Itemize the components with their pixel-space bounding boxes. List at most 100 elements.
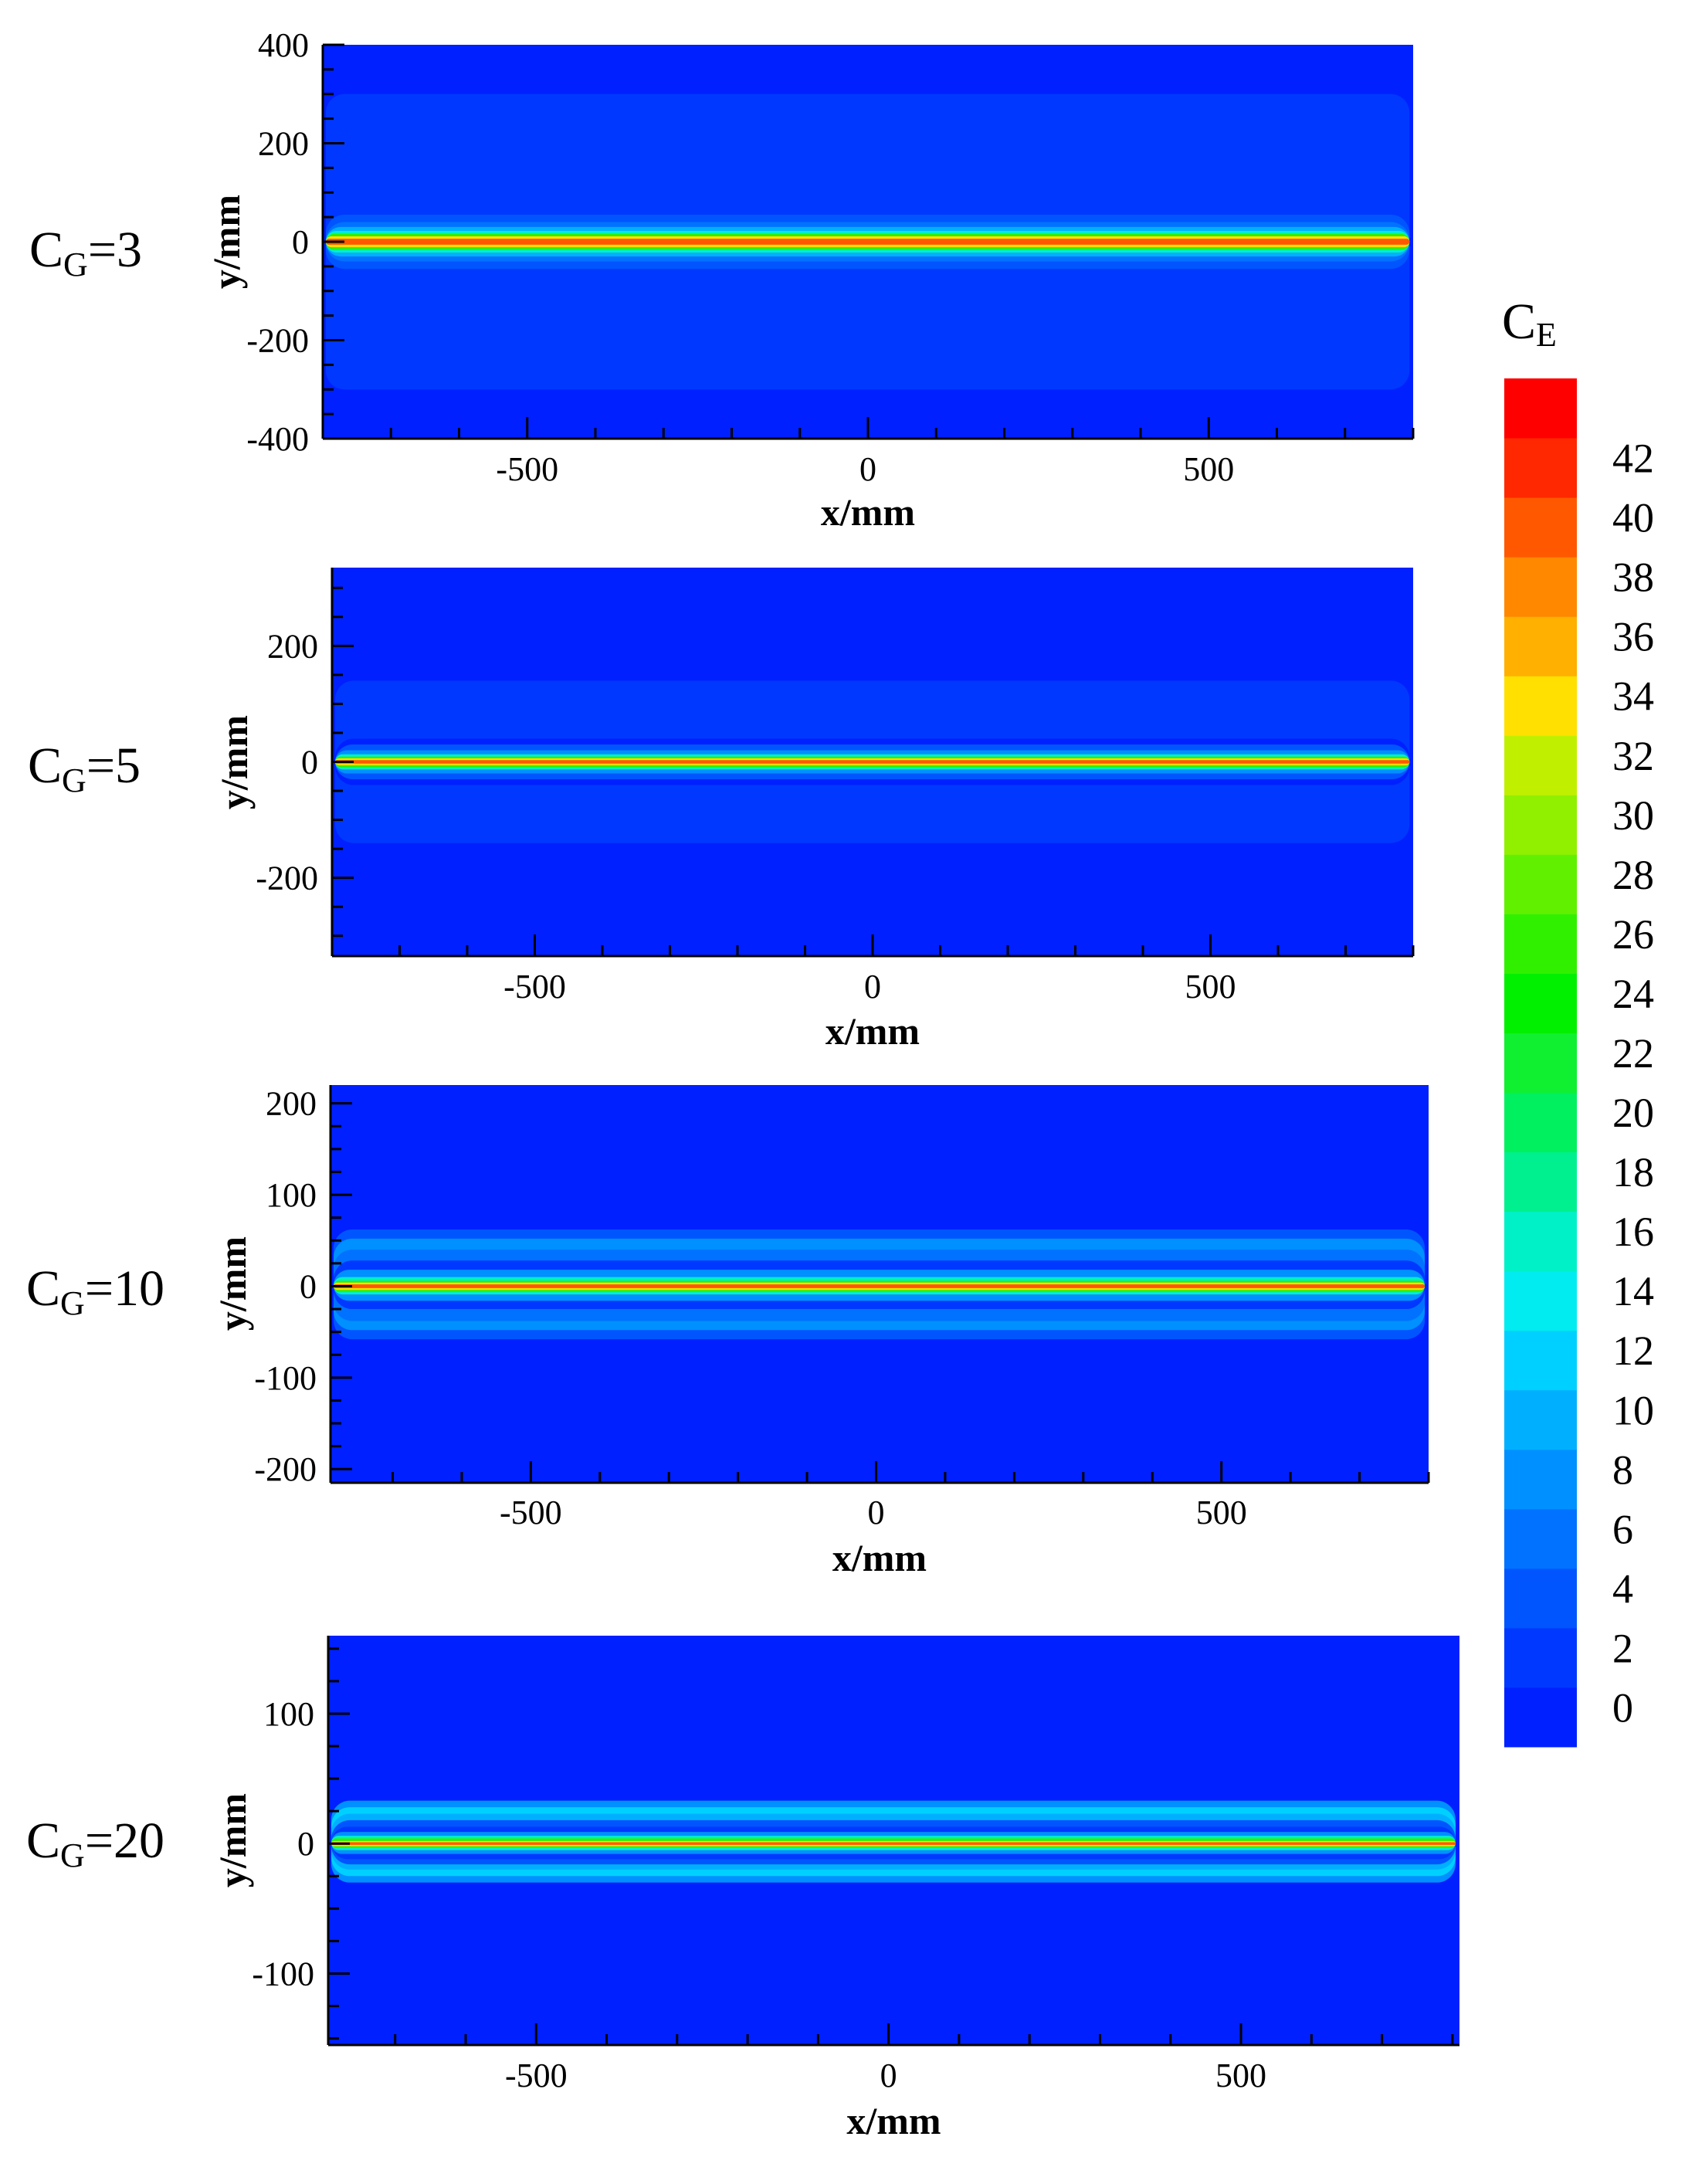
y-tick-label: -200 — [256, 860, 318, 897]
y-tick-label: 0 — [292, 223, 309, 261]
colorbar-tick-label: 20 — [1612, 1090, 1654, 1136]
colorbar-tick-label: 34 — [1612, 673, 1654, 720]
colorbar-tick-label: 0 — [1612, 1684, 1633, 1731]
colorbar-swatch — [1504, 1508, 1577, 1569]
colorbar-swatch — [1504, 1092, 1577, 1153]
panel-label-eq: =5 — [86, 738, 141, 794]
y-tick-label: 100 — [266, 1176, 317, 1214]
x-tick-label: 0 — [864, 968, 881, 1006]
y-tick-label: 400 — [258, 26, 309, 64]
x-axis-label: x/mm — [846, 2099, 941, 2142]
contour-panel: -500 0 500 -100 0 100 x/mm y/mm CG=20 — [26, 1636, 1459, 2142]
y-tick-label: -200 — [246, 322, 309, 360]
contour-band — [334, 1284, 1425, 1288]
colorbar-tick-label: 16 — [1612, 1209, 1654, 1255]
x-axis-label: x/mm — [825, 1009, 920, 1053]
colorbar-swatch — [1504, 1330, 1577, 1391]
contour-panel: -500 0 500 -200 0 200 x/mm y/mm CG=5 — [28, 568, 1415, 1053]
colorbar-tick-label: 6 — [1612, 1506, 1633, 1552]
colorbar-swatch — [1504, 795, 1577, 855]
colorbar-tick-label: 26 — [1612, 911, 1654, 958]
colorbar-swatch — [1504, 1270, 1577, 1331]
colorbar-swatch — [1504, 438, 1577, 498]
colorbar-tick-label: 40 — [1612, 495, 1654, 541]
panel-label-sub: G — [60, 1284, 85, 1322]
colorbar: 024681012141618202224262830323436384042C… — [1502, 293, 1654, 1748]
colorbar-tick-label: 38 — [1612, 554, 1654, 601]
contour-panel: -500 0 500 -200 -100 0 100 200 x/mm y/mm CG=10 — [26, 1085, 1430, 1579]
colorbar-tick-label: 18 — [1612, 1149, 1654, 1195]
y-axis-label: y/mm — [205, 195, 248, 289]
colorbar-swatch — [1504, 497, 1577, 558]
x-tick-label: 500 — [1215, 2057, 1266, 2094]
colorbar-tick-label: 4 — [1612, 1565, 1633, 1612]
colorbar-swatch — [1504, 735, 1577, 795]
contour-band — [326, 45, 1410, 94]
panel-label-main: C — [26, 1813, 60, 1869]
panel-label-sub: G — [62, 761, 86, 799]
panel-label: CG=3 — [29, 222, 142, 283]
colorbar-swatch — [1504, 1687, 1577, 1748]
colorbar-tick-label: 22 — [1612, 1030, 1654, 1077]
colorbar-swatch — [1504, 1033, 1577, 1094]
colorbar-tick-label: 42 — [1612, 436, 1654, 482]
colorbar-swatch — [1504, 973, 1577, 1033]
colorbar-tick-label: 36 — [1612, 614, 1654, 660]
colorbar-tick-label: 24 — [1612, 971, 1654, 1017]
colorbar-swatch — [1504, 676, 1577, 736]
panel-label-eq: =20 — [85, 1813, 164, 1869]
colorbar-swatch — [1504, 378, 1577, 439]
colorbar-swatch — [1504, 557, 1577, 617]
colorbar-swatch — [1504, 616, 1577, 677]
contour-band — [331, 1842, 1456, 1845]
y-tick-label: -100 — [252, 1955, 314, 1992]
colorbar-title: CE — [1502, 293, 1557, 354]
y-tick-label: 0 — [297, 1825, 314, 1863]
panel-label-sub: G — [60, 1836, 85, 1874]
panel-label: CG=20 — [26, 1813, 164, 1874]
y-tick-label: 200 — [266, 1085, 317, 1123]
contour-panel: -500 0 500 -400 -200 0 200 400 x/mm y/mm CG=3 — [29, 26, 1415, 534]
x-axis-label: x/mm — [832, 1536, 927, 1579]
colorbar-swatch — [1504, 1449, 1577, 1510]
y-tick-label: 200 — [267, 627, 318, 665]
y-tick-label: -100 — [254, 1359, 317, 1397]
colorbar-tick-label: 28 — [1612, 852, 1654, 898]
contour-band — [335, 760, 1410, 764]
x-tick-label: -500 — [500, 1494, 562, 1531]
y-tick-label: 100 — [263, 1695, 314, 1733]
contour-band — [326, 239, 1410, 245]
x-tick-label: 500 — [1183, 450, 1234, 488]
colorbar-swatch — [1504, 854, 1577, 914]
colorbar-tick-label: 12 — [1612, 1328, 1654, 1374]
colorbar-title-main: C — [1502, 293, 1536, 350]
y-tick-label: 200 — [258, 125, 309, 163]
y-axis-label: y/mm — [211, 1236, 254, 1331]
colorbar-tick-label: 14 — [1612, 1268, 1654, 1314]
y-axis-label: y/mm — [211, 1793, 254, 1887]
colorbar-swatch — [1504, 1627, 1577, 1688]
colorbar-tick-label: 2 — [1612, 1625, 1633, 1671]
x-tick-label: -500 — [496, 450, 558, 488]
panel-label-eq: =10 — [85, 1260, 164, 1317]
x-tick-label: -500 — [505, 2057, 568, 2094]
y-tick-label: 0 — [300, 1267, 317, 1305]
colorbar-tick-label: 32 — [1612, 733, 1654, 779]
panel-label-main: C — [26, 1260, 60, 1317]
colorbar-swatch — [1504, 1151, 1577, 1212]
colorbar-title-sub: E — [1536, 316, 1557, 354]
colorbar-swatch — [1504, 1389, 1577, 1450]
contour-band — [326, 389, 1410, 439]
x-axis-label: x/mm — [821, 490, 915, 534]
x-tick-label: 0 — [868, 1494, 885, 1531]
x-tick-label: 500 — [1185, 968, 1236, 1006]
colorbar-tick-label: 30 — [1612, 792, 1654, 839]
panel-label: CG=10 — [26, 1260, 164, 1322]
y-tick-label: -400 — [246, 420, 309, 458]
panel-label-eq: =3 — [88, 222, 142, 278]
x-tick-label: -500 — [503, 968, 566, 1006]
colorbar-tick-label: 8 — [1612, 1446, 1633, 1493]
panel-label-main: C — [28, 738, 62, 794]
x-tick-label: 0 — [859, 450, 876, 488]
y-tick-label: 0 — [301, 744, 318, 782]
